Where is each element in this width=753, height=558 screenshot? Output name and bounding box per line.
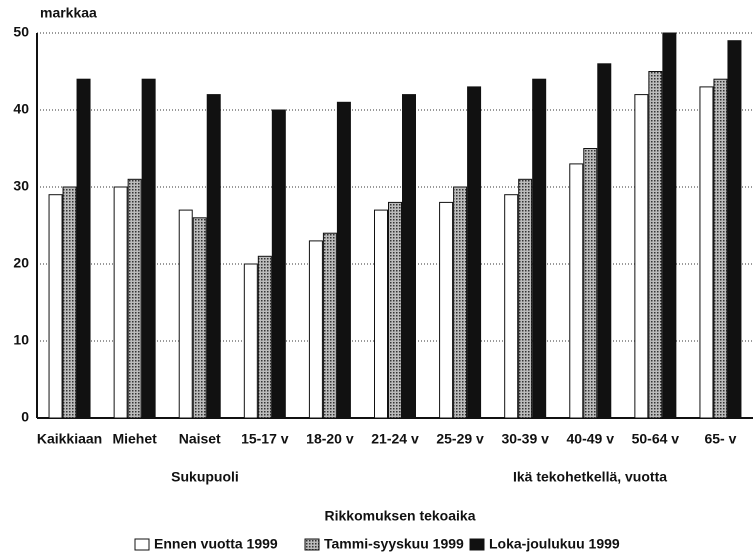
legend-label: Tammi-syyskuu 1999 [324,536,464,552]
bar [648,71,663,419]
bar [141,78,156,419]
legend-swatch [469,538,485,551]
y-tick-label: 40 [13,101,29,117]
bar [634,94,649,419]
bar [518,178,533,419]
legend-label: Loka-joulukuu 1999 [489,536,620,552]
y-tick-label: 20 [13,255,29,271]
bar [699,86,714,419]
y-tick-label: 50 [13,24,29,40]
bar [402,94,416,419]
x-tick-label: 50-64 v [632,431,680,447]
bar [62,186,77,419]
x-tick-label: Miehet [112,431,157,447]
x-tick-label: 65- v [704,431,736,447]
bar [271,109,286,419]
y-tick-label: 0 [21,409,29,425]
x-tick-label: 25-29 v [436,431,484,447]
x-tick-label: 18-20 v [306,431,354,447]
group-label: Ikä tekohetkellä, vuotta [513,469,667,485]
bar [127,178,142,419]
x-tick-label: 21-24 v [371,431,419,447]
bar [243,263,258,419]
bar [727,40,742,419]
y-axis-label: markkaa [40,5,97,21]
x-tick-label: 30-39 v [501,431,549,447]
x-tick-label: 40-49 v [567,431,615,447]
y-tick-label: 30 [13,178,29,194]
bar [467,86,482,419]
legend-swatch [134,538,150,551]
group-label: Sukupuoli [171,469,239,485]
bar [662,32,677,419]
bar [206,94,221,419]
bar [583,148,598,419]
bar [439,201,454,419]
x-tick-label: Naiset [179,431,221,447]
bar [113,186,128,419]
bar [308,240,323,419]
y-tick-label: 10 [13,332,29,348]
legend-title: Rikkomuksen tekoaika [325,508,476,524]
legend-label: Ennen vuotta 1999 [154,536,278,552]
x-tick-label: Kaikkiaan [37,431,102,447]
bar [453,186,468,419]
bar [48,194,63,419]
x-tick-label: 15-17 v [241,431,289,447]
bar [192,217,207,419]
bar [336,101,351,419]
bar [374,209,388,419]
bar [504,194,519,419]
bar [257,255,272,419]
legend-swatch [304,538,320,551]
bar [713,78,728,419]
bar [76,78,91,419]
bar [178,209,193,419]
bar [532,78,547,419]
bar [569,163,584,419]
bar [322,232,337,419]
bar [388,201,402,419]
bar [597,63,612,419]
